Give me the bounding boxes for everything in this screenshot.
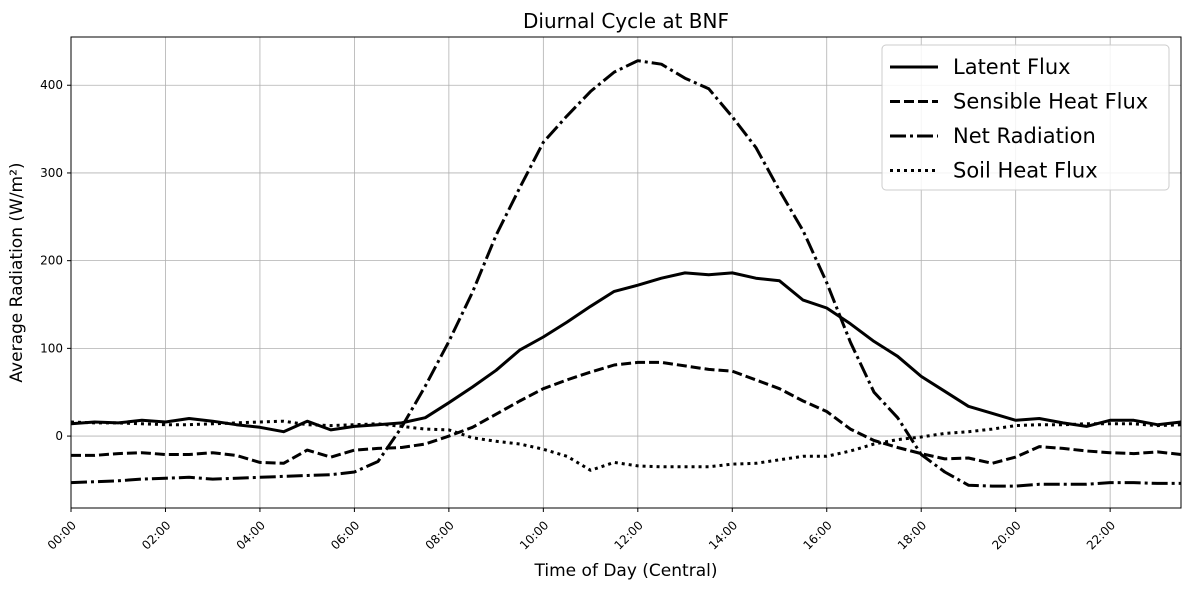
series-line-net-radiation [70,59,1181,488]
y-tick-label: 400 [40,78,63,92]
legend-entry: Sensible Heat Flux [953,90,1148,114]
chart-title: Diurnal Cycle at BNF [523,9,729,33]
y-tick-label: 300 [40,166,63,180]
y-tick-label: 0 [55,429,63,443]
x-axis-label: Time of Day (Central) [534,561,718,581]
legend-entry: Net Radiation [953,124,1096,148]
y-tick-label: 200 [40,254,63,268]
series-lines [70,59,1182,488]
legend: Latent Flux Sensible Heat Flux Net Radiati… [881,44,1170,191]
series-line-latent-flux [70,271,1182,434]
y-tick-label: 100 [40,341,63,355]
plot-frame [70,36,1182,509]
grid-lines [70,37,1181,508]
legend-box [881,44,1170,191]
y-axis-label: Average Radiation (W/m²) [7,162,27,382]
legend-entry: Latent Flux [953,55,1071,79]
legend-entry: Soil Heat Flux [953,159,1098,183]
series-line-sensible-heat-flux [71,360,1182,465]
y-axis-ticks: 0 100 200 300 400 [40,78,71,443]
